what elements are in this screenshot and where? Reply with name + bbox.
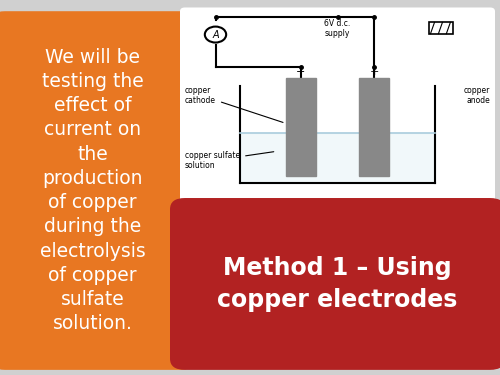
Circle shape [205,27,226,42]
Text: copper
anode: copper anode [464,86,490,105]
FancyBboxPatch shape [0,11,195,370]
Bar [359,78,390,176]
Text: A: A [212,30,219,39]
Text: We will be
testing the
effect of
current on
the
production
of copper
during the
: We will be testing the effect of current… [40,48,146,333]
Bar [286,78,316,176]
Text: −: − [296,67,306,76]
Text: copper sulfate
solution: copper sulfate solution [185,151,274,170]
Text: +: + [370,67,379,76]
FancyBboxPatch shape [170,198,500,370]
Text: Method 1 – Using
copper electrodes: Method 1 – Using copper electrodes [218,256,458,312]
Bar [429,22,454,34]
FancyBboxPatch shape [180,8,495,202]
Text: copper
cathode: copper cathode [185,86,283,122]
Text: 6V d.c.
supply: 6V d.c. supply [324,19,350,38]
